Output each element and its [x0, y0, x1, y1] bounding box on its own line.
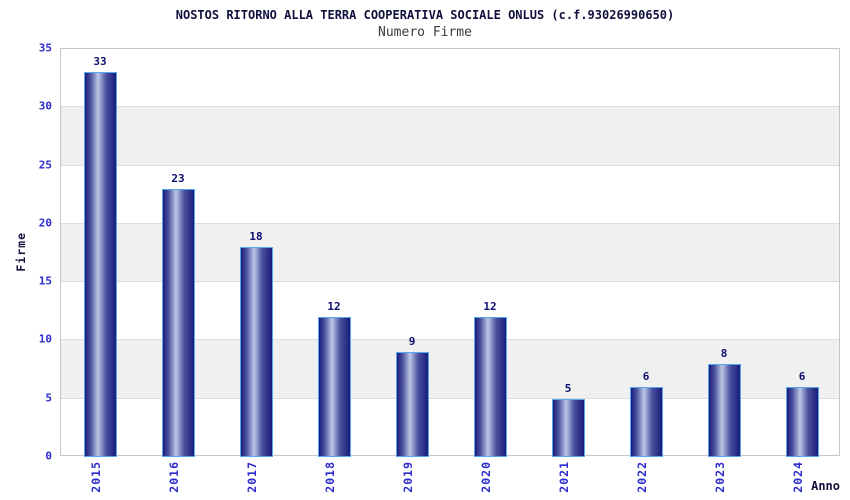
gridline: [61, 106, 839, 108]
bar-2017: [239, 247, 273, 457]
bar-2022: [629, 387, 663, 457]
x-tick-label: 2016: [167, 461, 181, 493]
x-axis-tick-labels: 2015 2016 2017 2018 2019 2020 2021 2022 2023 2024: [60, 461, 840, 499]
bar-value-label: 12: [483, 300, 497, 314]
y-tick-label: 25: [38, 158, 52, 172]
y-axis-tick-labels: 0 5 10 15 20 25 30 35: [0, 43, 52, 462]
y-tick-label: 0: [45, 449, 52, 463]
bar-value-label: 9: [408, 335, 416, 349]
bar-value-label: 12: [327, 300, 341, 314]
gridline: [61, 339, 839, 341]
y-tick-label: 5: [45, 391, 52, 405]
bar-value-label: 33: [93, 55, 107, 69]
x-tick-label: 2021: [557, 461, 571, 493]
chart-subtitle: Numero Firme: [378, 25, 472, 40]
gridline: [61, 222, 839, 224]
bar-2021: [551, 398, 585, 457]
bar-value-label: 5: [564, 381, 572, 395]
x-tick-label: 2017: [245, 461, 259, 493]
bar-2024: [785, 387, 819, 457]
background-band: [61, 107, 839, 166]
x-tick-label: 2015: [89, 461, 103, 493]
gridline: [61, 281, 839, 283]
chart-title: NOSTOS RITORNO ALLA TERRA COOPERATIVA SO…: [175, 8, 675, 22]
plot-area: 33 23 18 12 9 12 5 6 8 6: [60, 48, 840, 457]
x-tick-label: 2022: [635, 461, 649, 493]
x-tick-label: 2020: [479, 461, 493, 493]
bar-2018: [317, 317, 351, 457]
x-tick-label: 2024: [791, 461, 805, 493]
y-tick-label: 20: [38, 216, 52, 230]
gridline: [61, 397, 839, 399]
y-tick-label: 30: [38, 99, 52, 113]
bar-2020: [473, 317, 507, 457]
bar-2015: [83, 72, 117, 457]
x-tick-label: 2019: [401, 461, 415, 493]
y-tick-label: 35: [38, 41, 52, 55]
bar-value-label: 8: [720, 346, 728, 360]
bar-2019: [395, 352, 429, 457]
bar-value-label: 23: [171, 171, 185, 185]
bar-2023: [707, 363, 741, 457]
bar-2016: [161, 188, 195, 457]
bar-value-label: 18: [249, 230, 263, 244]
x-axis-title: Anno: [811, 479, 840, 493]
gridline: [61, 164, 839, 166]
x-tick-label: 2018: [323, 461, 337, 493]
x-tick-label: 2023: [713, 461, 727, 493]
bar-value-label: 6: [642, 370, 650, 384]
bar-value-label: 6: [798, 370, 806, 384]
y-tick-label: 10: [38, 332, 52, 346]
y-tick-label: 15: [38, 274, 52, 288]
